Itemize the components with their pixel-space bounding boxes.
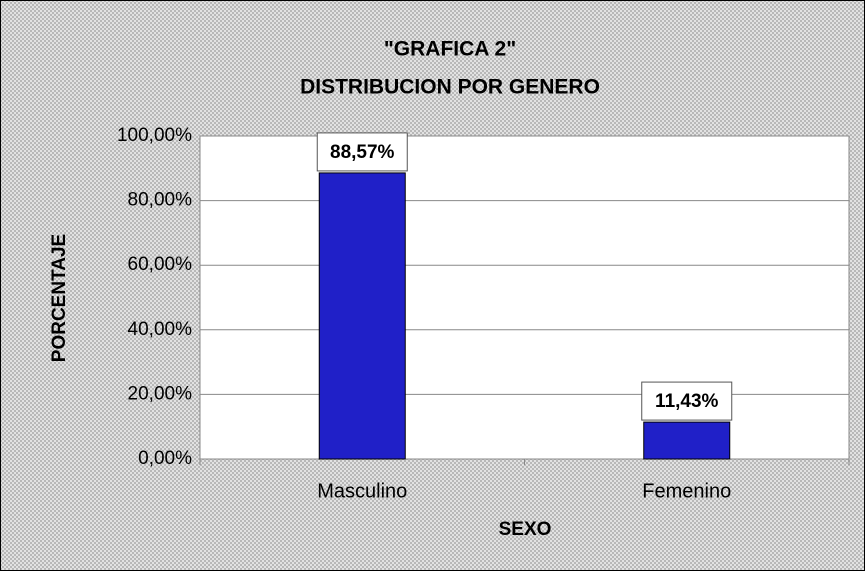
y-axis-label: PORCENTAJE (49, 234, 70, 362)
x-tick-label: Femenino (642, 480, 731, 502)
y-tick-label: 100,00% (117, 125, 192, 146)
x-tick-label: Masculino (317, 480, 407, 502)
y-tick-label: 40,00% (128, 319, 193, 340)
x-axis-label: SEXO (499, 519, 552, 540)
y-tick-label: 60,00% (128, 254, 193, 275)
data-label-box (641, 381, 733, 421)
data-label: 88,57% (330, 142, 395, 163)
y-tick-label: 0,00% (138, 448, 192, 469)
chart-subtitle: DISTRIBUCION POR GENERO (300, 76, 600, 99)
y-tick-label: 20,00% (128, 383, 193, 404)
chart-title: "GRAFICA 2" (384, 38, 516, 61)
bar (318, 172, 406, 460)
bar (643, 421, 731, 460)
data-label-box (316, 132, 408, 172)
y-tick-label: 80,00% (128, 190, 193, 211)
data-label: 11,43% (655, 391, 718, 412)
plot-area (199, 135, 850, 460)
